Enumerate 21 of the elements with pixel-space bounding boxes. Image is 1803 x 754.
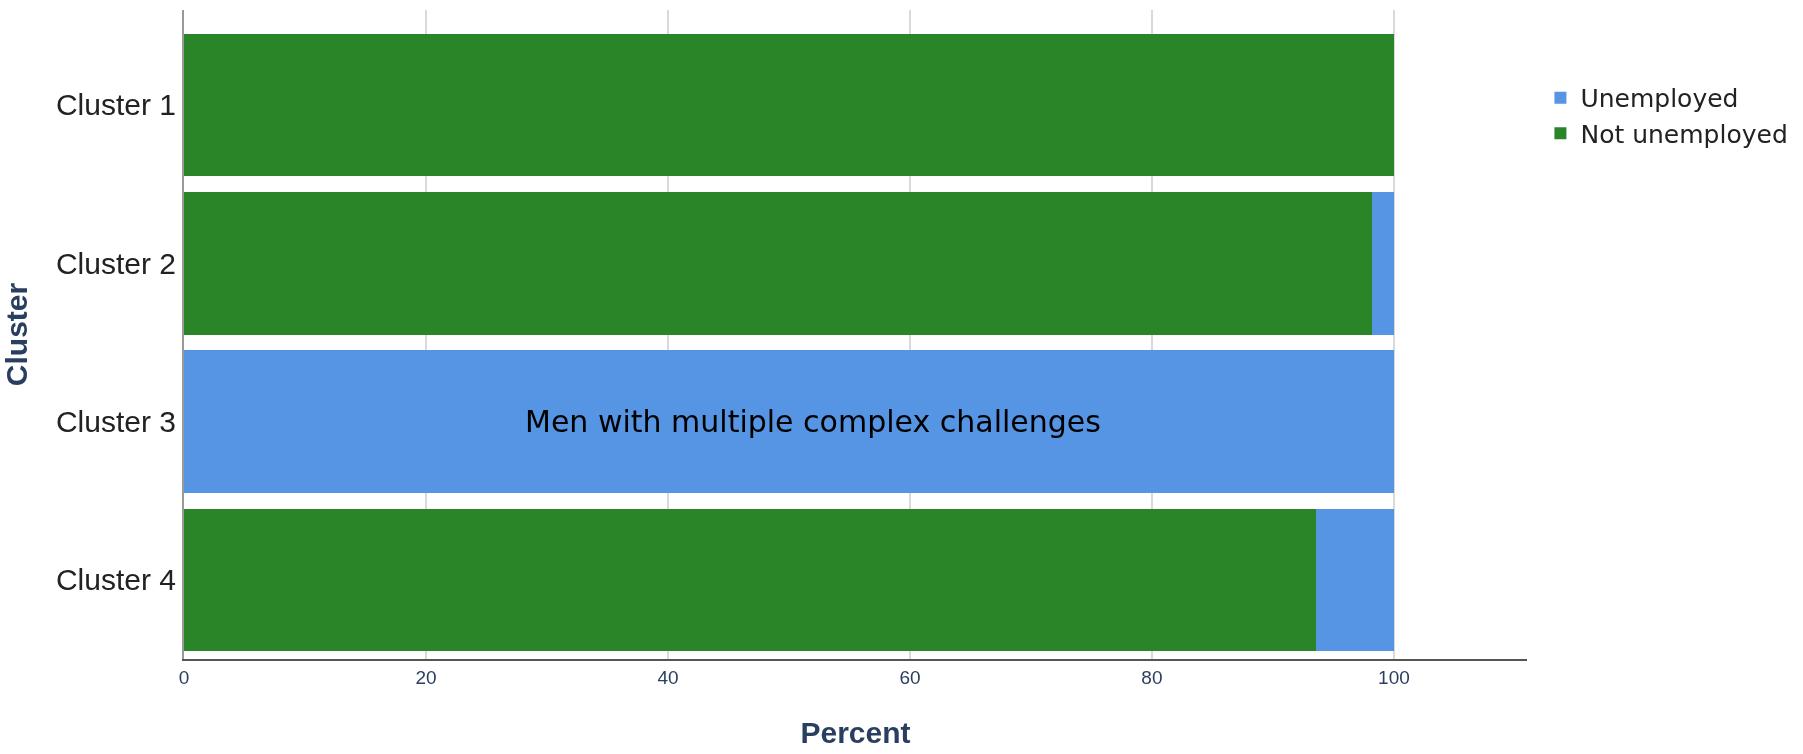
y-tick-label: Cluster 4 bbox=[55, 563, 176, 597]
bar bbox=[1316, 508, 1394, 652]
x-tick-label: 40 bbox=[657, 666, 679, 688]
x-tick-label: 100 bbox=[1378, 666, 1410, 688]
bar bbox=[1372, 192, 1394, 335]
bar bbox=[184, 350, 1394, 493]
bar bbox=[184, 33, 1394, 177]
bar bbox=[184, 192, 1373, 335]
y-tick-label: Cluster 1 bbox=[55, 88, 176, 122]
x-tick-label: 20 bbox=[415, 666, 437, 688]
annotation: Men with multiple complex challenges bbox=[525, 404, 1101, 439]
x-tick-label: 80 bbox=[1141, 666, 1163, 688]
legend-label: Not unemployed bbox=[1580, 119, 1788, 149]
x-axis-title: Percent bbox=[800, 715, 911, 749]
legend-label: Unemployed bbox=[1580, 84, 1739, 114]
x-tick-label: 60 bbox=[899, 666, 921, 688]
y-tick-label: Cluster 3 bbox=[55, 405, 176, 439]
y-tick-label: Cluster 2 bbox=[55, 246, 176, 280]
x-tick-label: 0 bbox=[178, 666, 190, 688]
y-axis-title: Cluster bbox=[0, 282, 33, 387]
bar bbox=[184, 508, 1317, 652]
